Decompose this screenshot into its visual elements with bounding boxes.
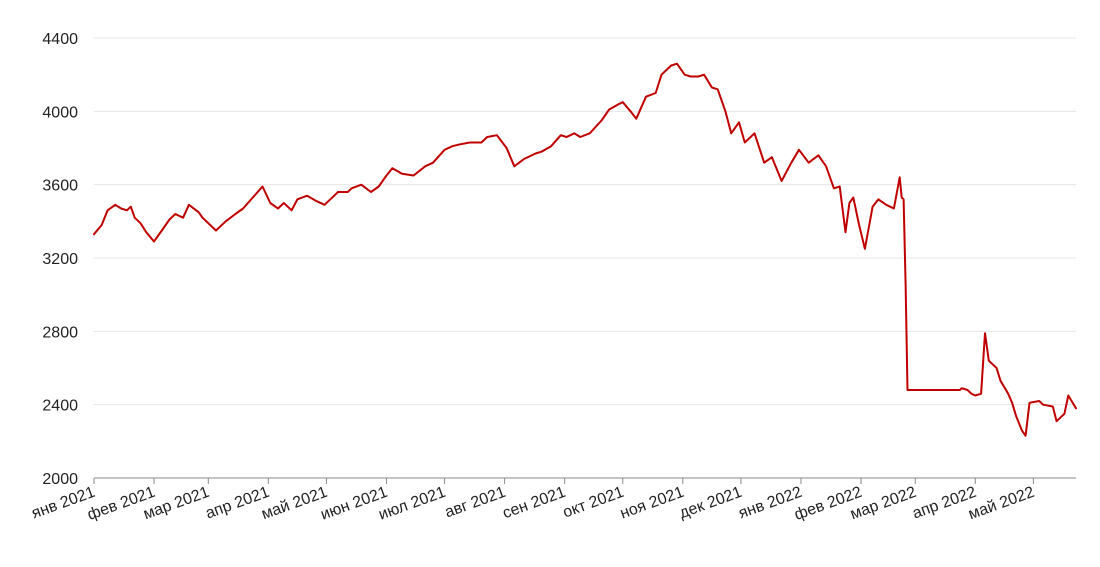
y-tick-label: 4000 <box>42 104 78 121</box>
y-tick-label: 3200 <box>42 251 78 268</box>
x-tick-label: окт 2021 <box>561 484 627 522</box>
x-tick-label: дек 2021 <box>677 484 744 522</box>
x-tick-label: сен 2021 <box>500 484 568 523</box>
y-tick-label: 2800 <box>42 324 78 341</box>
series-layer <box>93 62 1077 437</box>
x-tick-label: апр 2021 <box>203 484 271 523</box>
y-axis-labels: 2000 2400 2800 3200 3600 4000 4400 <box>42 31 78 488</box>
x-tick-label: май 2022 <box>966 484 1037 524</box>
x-tick-label: ноя 2021 <box>618 484 686 523</box>
x-tick-label: авг 2021 <box>443 484 508 522</box>
series-line <box>93 62 1077 437</box>
x-tick-label: янв 2022 <box>736 484 804 523</box>
x-tick-label: янв 2021 <box>29 484 97 523</box>
y-tick-label: 2000 <box>42 471 78 488</box>
x-tick-label: апр 2022 <box>910 484 978 523</box>
grid <box>94 37 1076 406</box>
x-tick-label: июл 2021 <box>376 484 448 524</box>
y-tick-label: 3600 <box>42 178 78 195</box>
x-tick-label: май 2021 <box>259 484 330 524</box>
y-tick-label: 4400 <box>42 31 78 48</box>
y-tick-label: 2400 <box>42 398 78 415</box>
